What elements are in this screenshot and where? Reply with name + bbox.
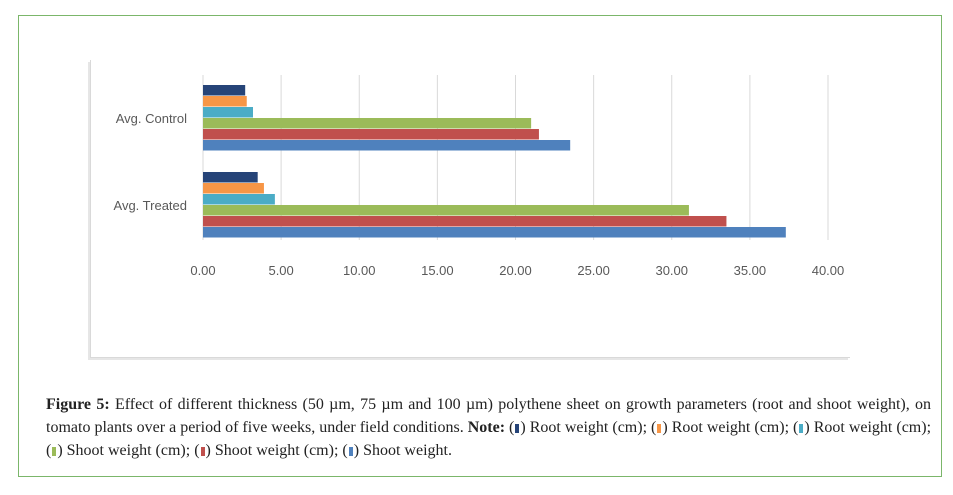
legend-paren: ( bbox=[194, 442, 200, 459]
x-tick-label: 40.00 bbox=[812, 263, 845, 278]
bar bbox=[203, 96, 247, 107]
legend-entry: ) Root weight (cm); bbox=[520, 419, 652, 436]
bar bbox=[203, 194, 275, 205]
legend-swatch-icon bbox=[799, 424, 804, 433]
caption-legend: () Root weight (cm); () Root weight (cm)… bbox=[46, 419, 931, 459]
bar bbox=[203, 118, 532, 129]
x-tick-label: 15.00 bbox=[421, 263, 454, 278]
legend-entry: ) Root weight (cm); bbox=[662, 419, 794, 436]
note-label: Note: bbox=[467, 419, 506, 436]
x-tick-label: 30.00 bbox=[655, 263, 688, 278]
bar bbox=[203, 107, 253, 118]
legend-swatch-icon bbox=[657, 424, 662, 433]
bar bbox=[203, 85, 246, 96]
y-category-label: Avg. Treated bbox=[114, 198, 187, 213]
y-category-label: Avg. Control bbox=[116, 111, 187, 126]
bar bbox=[203, 227, 786, 238]
bar bbox=[203, 216, 727, 227]
legend-swatch-icon bbox=[200, 447, 205, 456]
bar bbox=[203, 172, 258, 183]
x-tick-label: 10.00 bbox=[343, 263, 376, 278]
legend-paren: ( bbox=[46, 442, 52, 459]
caption-label: Figure 5: bbox=[46, 396, 110, 413]
legend-paren: ( bbox=[509, 419, 515, 436]
legend-swatch-icon bbox=[515, 424, 520, 433]
caption-text: Effect of different thickness (50 µm, 75… bbox=[46, 396, 932, 436]
x-tick-label: 20.00 bbox=[499, 263, 532, 278]
bar bbox=[203, 183, 264, 194]
legend-entry: ) Shoot weight (cm); bbox=[57, 442, 195, 459]
legend-swatch-icon bbox=[52, 447, 57, 456]
bar bbox=[203, 205, 689, 216]
bar bbox=[203, 140, 571, 151]
x-tick-label: 0.00 bbox=[190, 263, 215, 278]
legend-entry: ) Root weight (cm); bbox=[804, 419, 932, 436]
legend-entry: ) Shoot weight (cm); bbox=[205, 442, 343, 459]
figure-caption: Figure 5: Effect of different thickness … bbox=[46, 393, 931, 462]
x-tick-label: 5.00 bbox=[268, 263, 293, 278]
legend-swatch-icon bbox=[348, 447, 353, 456]
legend-entry: ) Shoot weight. bbox=[353, 442, 452, 459]
x-tick-label: 35.00 bbox=[734, 263, 767, 278]
figure-frame bbox=[18, 15, 942, 477]
bar-chart: 0.00 5.00 10.00 15.00 20.00 25.00 30.00 35.00 40… bbox=[114, 75, 845, 278]
legend-paren: ( bbox=[342, 442, 348, 459]
legend-paren: ( bbox=[793, 419, 799, 436]
x-tick-label: 25.00 bbox=[577, 263, 610, 278]
bar bbox=[203, 129, 539, 140]
legend-paren: ( bbox=[651, 419, 657, 436]
